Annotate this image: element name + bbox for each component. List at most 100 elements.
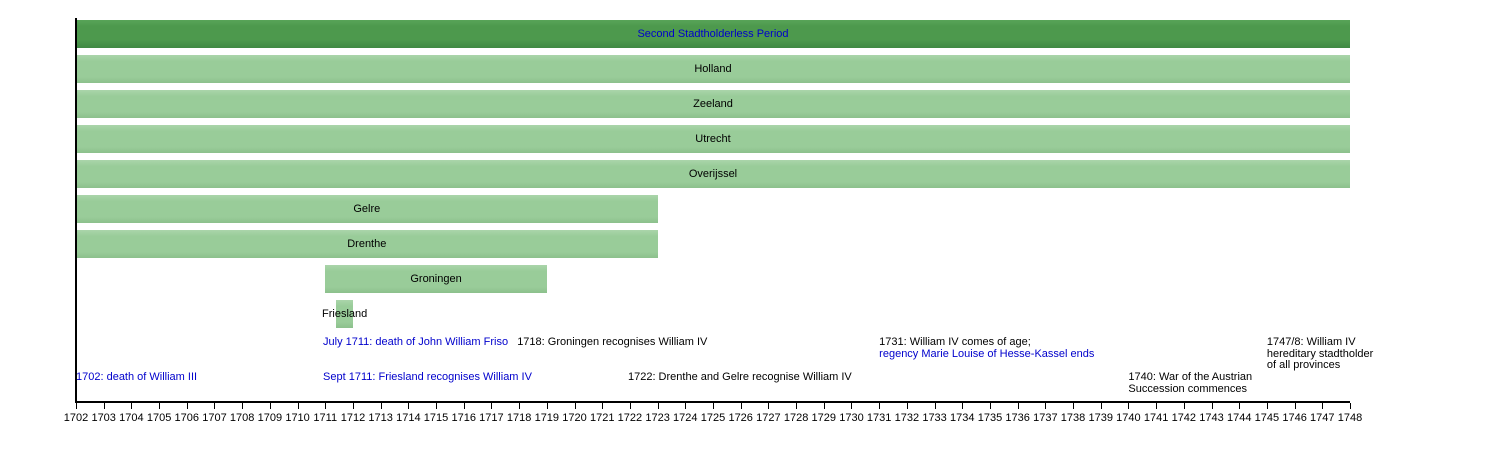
axis-tick-label: 1744 xyxy=(1226,412,1252,424)
axis-tick xyxy=(768,403,770,409)
axis-tick xyxy=(1017,403,1019,409)
bar-label-holland: Holland xyxy=(694,62,732,75)
axis-tick xyxy=(159,403,161,409)
bar-label-utrecht: Utrecht xyxy=(695,132,731,145)
axis-tick xyxy=(1266,403,1268,409)
timeline-bar-overijssel: Overijssel xyxy=(76,160,1350,188)
annotation-line[interactable]: regency Marie Louise of Hesse-Kassel end… xyxy=(879,347,1095,360)
axis-tick xyxy=(76,403,77,409)
axis-tick xyxy=(297,403,299,409)
bar-label-groningen: Groningen xyxy=(410,272,462,285)
bar-label-friesland: Friesland xyxy=(322,307,368,320)
axis-tick xyxy=(1294,403,1296,409)
axis-tick xyxy=(214,403,216,409)
axis-tick xyxy=(131,403,133,409)
axis-tick-label: 1730 xyxy=(839,412,864,424)
axis-tick xyxy=(574,403,576,409)
timeline-bar-drenthe: Drenthe xyxy=(76,230,658,258)
annotation-1731-william-iv-comes-of-age: 1731: William IV comes of age; regency Ma… xyxy=(879,336,1095,360)
axis-tick-label: 1732 xyxy=(894,412,920,424)
bar-label-zeeland: Zeeland xyxy=(693,97,733,110)
timeline-bar-gelre: Gelre xyxy=(76,195,658,223)
axis-baseline xyxy=(76,401,1350,403)
axis-tick xyxy=(879,403,881,409)
bar-label-second-stadtholderless-period[interactable]: Second Stadtholderless Period xyxy=(637,27,789,40)
timeline-bar-holland: Holland xyxy=(76,55,1350,83)
axis-tick xyxy=(103,403,105,409)
axis-tick xyxy=(1128,403,1130,409)
axis-tick-label: 1725 xyxy=(700,412,726,424)
axis-tick-label: 1707 xyxy=(202,412,227,424)
axis-tick-label: 1712 xyxy=(340,412,366,424)
bar-label-drenthe: Drenthe xyxy=(347,237,387,250)
axis-tick xyxy=(1211,403,1213,409)
axis-tick-label: 1747 xyxy=(1310,412,1335,424)
axis-tick xyxy=(546,403,548,409)
axis-tick xyxy=(1073,403,1075,409)
axis-tick-label: 1713 xyxy=(368,412,393,424)
axis-tick xyxy=(962,403,964,409)
axis-tick xyxy=(1156,403,1158,409)
axis-tick-label: 1714 xyxy=(396,412,421,424)
axis-tick xyxy=(463,403,465,409)
annotation-line: 1718: Groningen recognises William IV xyxy=(517,336,708,348)
annotation-line: hereditary stadtholder xyxy=(1266,347,1374,360)
annotation-line: 1731: William IV comes of age; xyxy=(879,336,1031,348)
axis-tick-label: 1717 xyxy=(479,412,504,424)
axis-tick xyxy=(657,403,659,409)
bar-label-gelre: Gelre xyxy=(353,202,381,215)
axis-tick-label: 1709 xyxy=(257,412,283,424)
axis-tick xyxy=(1100,403,1102,409)
annotation-line: 1740: War of the Austrian xyxy=(1128,371,1253,383)
axis-tick xyxy=(629,403,631,409)
axis-tick-label: 1731 xyxy=(866,412,892,424)
axis-tick-label: 1719 xyxy=(534,412,560,424)
annotation-july-1711-death-of-john-willia: July 1711: death of John William Friso xyxy=(323,336,509,349)
axis-tick xyxy=(269,403,271,409)
axis-tick-label: 1734 xyxy=(950,412,975,424)
axis-tick-label: 1742 xyxy=(1171,412,1197,424)
axis-tick xyxy=(408,403,410,409)
axis-tick-label: 1708 xyxy=(229,412,255,424)
axis-tick xyxy=(1183,403,1185,409)
annotation-line[interactable]: July 1711: death of John William Friso xyxy=(323,336,509,348)
axis-tick-label: 1703 xyxy=(91,412,116,424)
axis-tick xyxy=(934,403,936,409)
axis-tick-label: 1739 xyxy=(1088,412,1113,424)
annotation-line[interactable]: 1702: death of William III xyxy=(76,371,198,383)
axis-tick-label: 1735 xyxy=(977,412,1003,424)
axis-tick xyxy=(242,403,244,409)
axis-tick xyxy=(519,403,521,409)
axis-tick xyxy=(906,403,908,409)
annotation-line: of all provinces xyxy=(1266,359,1341,371)
axis-tick xyxy=(352,403,354,409)
axis-tick-label: 1743 xyxy=(1199,412,1224,424)
axis-origin-line xyxy=(74,18,77,403)
axis-tick xyxy=(796,403,798,409)
axis-tick xyxy=(851,403,853,409)
axis-tick-label: 1737 xyxy=(1033,412,1058,424)
axis-tick xyxy=(186,403,188,409)
annotation-line[interactable]: Sept 1711: Friesland recognises William … xyxy=(323,371,532,383)
bar-label-overijssel: Overijssel xyxy=(688,167,738,180)
axis-tick-label: 1706 xyxy=(174,412,200,424)
axis-tick-label: 1720 xyxy=(562,412,587,424)
axis-tick-label: 1741 xyxy=(1143,412,1169,424)
axis-tick-label: 1723 xyxy=(645,412,670,424)
axis-tick xyxy=(1350,403,1351,409)
axis-tick xyxy=(685,403,687,409)
timeline-bar-second-stadtholderless-period: Second Stadtholderless Period xyxy=(76,20,1350,48)
axis-tick xyxy=(823,403,825,409)
axis-tick xyxy=(491,403,493,409)
axis-tick-label: 1704 xyxy=(119,412,144,424)
axis-tick-label: 1745 xyxy=(1254,412,1280,424)
axis-tick-label: 1736 xyxy=(1005,412,1030,424)
axis-tick-label: 1722 xyxy=(617,412,643,424)
axis-tick xyxy=(1045,403,1047,409)
axis-tick-label: 1718 xyxy=(506,412,532,424)
axis-tick xyxy=(713,403,714,409)
axis-tick-label: 1705 xyxy=(146,412,172,424)
axis-tick xyxy=(436,403,438,409)
axis-tick-label: 1727 xyxy=(756,412,781,424)
axis-tick-label: 1746 xyxy=(1282,412,1307,424)
